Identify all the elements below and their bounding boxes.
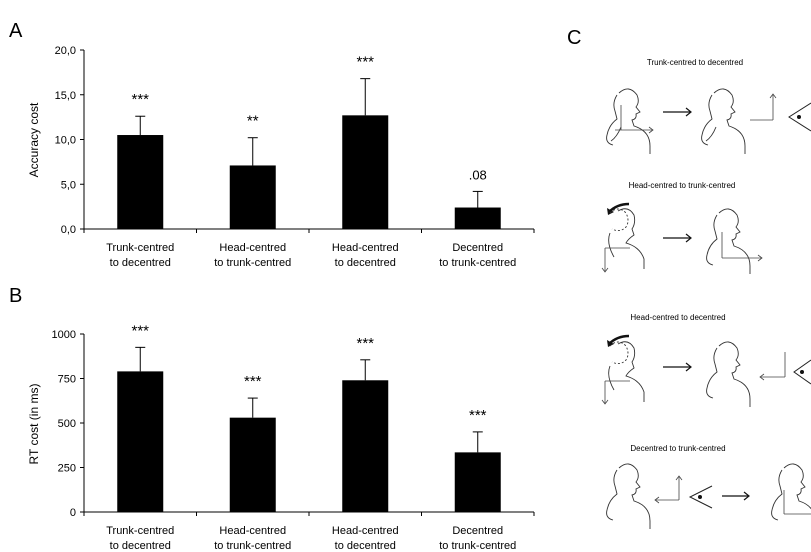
category-label: Trunk-centred <box>106 525 174 537</box>
decentred-axes-icon <box>654 475 683 504</box>
category-label: to trunk-centred <box>214 540 291 552</box>
category-label: Head-centred <box>332 525 399 537</box>
head-turn-arrow-icon <box>607 334 630 347</box>
chart-accuracy-cost: Accuracy cost 0,0 5,0 10,0 15,0 20,0 *** Trunk… <box>27 45 535 269</box>
y-axis-label-accuracy: Accuracy cost <box>27 102 41 177</box>
significance-label: *** <box>356 54 374 71</box>
significance-label: .08 <box>469 167 487 182</box>
head-axes-icon <box>601 380 630 405</box>
y-tick-label: 15,0 <box>55 90 76 102</box>
arrow-right-icon <box>722 491 750 501</box>
category-label: to decentred <box>335 257 396 269</box>
bar <box>117 371 164 512</box>
bar <box>117 135 164 229</box>
significance-label: *** <box>356 335 374 352</box>
trunk-axes-icon <box>721 232 763 262</box>
trunk-centred-figure <box>706 341 751 407</box>
y-tick-label: 500 <box>58 418 76 430</box>
head-centred-figure <box>608 208 645 269</box>
trunk-centred-figure <box>606 463 651 529</box>
significance-label: *** <box>244 373 262 390</box>
significance-label: ** <box>247 113 259 130</box>
chart-rt-cost: RT cost (in ms) 0 250 500 750 1000 *** Trunk-c… <box>27 322 535 552</box>
category-label: Trunk-centred <box>106 242 174 254</box>
condition-title: Head-centred to trunk-centred <box>629 181 736 190</box>
bar <box>229 165 276 229</box>
trunk-centred-figure <box>706 208 751 274</box>
category-label: to decentred <box>335 540 396 552</box>
y-tick-label: 750 <box>58 374 76 386</box>
eye-icon <box>788 102 811 132</box>
bar <box>454 207 501 229</box>
condition-title: Trunk-centred to decentred <box>647 58 743 67</box>
bar <box>342 380 389 512</box>
significance-label: *** <box>131 322 149 339</box>
bar <box>342 115 389 229</box>
trunk-centred-figure <box>701 88 746 154</box>
eye-icon <box>793 359 811 385</box>
y-tick-label: 5,0 <box>61 179 76 191</box>
category-label: to decentred <box>110 540 171 552</box>
trunk-centred-figure <box>606 88 651 154</box>
category-label: to trunk-centred <box>439 257 516 269</box>
head-turn-arrow-icon <box>607 202 630 215</box>
category-label: to decentred <box>110 257 171 269</box>
panel-letter-c: C <box>567 27 581 49</box>
trunk-axes-icon <box>615 105 654 134</box>
category-label: Decentred <box>452 242 503 254</box>
decentred-axes-icon <box>750 93 777 121</box>
y-tick-label: 1000 <box>52 329 76 341</box>
y-tick-label: 20,0 <box>55 45 76 57</box>
category-label: Head-centred <box>219 525 286 537</box>
significance-label: *** <box>469 407 487 424</box>
condition-title: Head-centred to decentred <box>630 313 725 322</box>
y-tick-label: 250 <box>58 463 76 475</box>
category-label: Head-centred <box>332 242 399 254</box>
arrow-right-icon <box>663 233 692 243</box>
arrow-right-icon <box>663 362 692 372</box>
significance-label: *** <box>131 91 149 108</box>
y-axis-label-rt: RT cost (in ms) <box>27 384 41 465</box>
head-centred-figure <box>608 341 645 402</box>
panel-letter-a: A <box>9 20 23 42</box>
eye-icon <box>688 485 713 509</box>
trunk-axes-icon <box>783 490 811 515</box>
y-tick-label: 0 <box>70 507 76 519</box>
decentred-axes-icon <box>759 352 786 381</box>
panel-letter-b: B <box>9 285 22 307</box>
condition-title: Decentred to trunk-centred <box>630 444 725 453</box>
y-tick-label: 0,0 <box>61 224 76 236</box>
arrow-right-icon <box>663 107 692 117</box>
category-label: to trunk-centred <box>439 540 516 552</box>
category-label: Head-centred <box>219 242 286 254</box>
head-axes-icon <box>601 247 630 273</box>
panel-c-illustrations: Trunk-centred to decentred <box>601 58 811 529</box>
trunk-centred-figure <box>771 463 811 521</box>
bar <box>454 452 501 512</box>
category-label: Decentred <box>452 525 503 537</box>
bar <box>229 417 276 512</box>
y-tick-label: 10,0 <box>55 135 76 147</box>
category-label: to trunk-centred <box>214 257 291 269</box>
